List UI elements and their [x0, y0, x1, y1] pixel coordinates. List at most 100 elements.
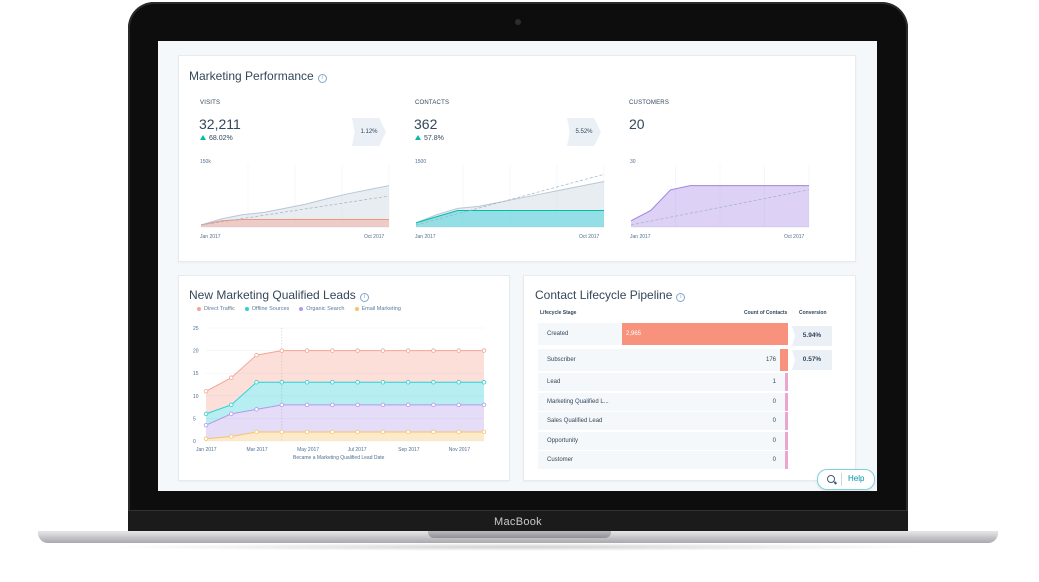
data-point — [380, 402, 386, 408]
x-tick-label: Mar 2017 — [247, 447, 268, 453]
data-point — [431, 429, 436, 435]
data-point — [254, 380, 259, 385]
pipeline-bar — [780, 349, 788, 371]
y-axis-max-label: 1500 — [415, 159, 426, 165]
metric-change-contacts-value: 57.8% — [424, 135, 444, 142]
legend-item-organic-search[interactable]: Organic Search — [299, 306, 345, 312]
pipeline-count: 2,965 — [626, 331, 642, 337]
pipeline-bar — [785, 431, 788, 450]
laptop-brand-label: MacBook — [494, 516, 542, 528]
info-icon[interactable]: i — [317, 74, 327, 83]
trend-line — [415, 173, 605, 226]
data-point — [481, 380, 487, 385]
data-point — [431, 348, 436, 353]
metric-change-visits: 68.02% — [200, 135, 233, 142]
data-point — [279, 348, 285, 353]
pipeline-stage-label: Sales Qualified Lead — [547, 418, 603, 424]
data-point — [330, 380, 335, 385]
pipeline-count: 0 — [772, 418, 776, 424]
data-point — [405, 402, 411, 408]
pipeline-stage-label: Marketing Qualified L... — [547, 398, 609, 405]
data-point — [380, 348, 386, 353]
metric-value-visits: 32,211 — [199, 116, 241, 132]
x-axis-title: Became a Marketing Qualified Lead Date — [293, 455, 385, 461]
pipeline-bar — [785, 451, 788, 469]
legend-dot — [354, 307, 359, 311]
series-area — [206, 431, 484, 441]
y-axis-max-label: 30 — [630, 159, 636, 165]
y-tick-label: 20 — [193, 349, 199, 355]
pipeline-row[interactable]: Opportunity 0 — [538, 430, 788, 450]
series-line — [205, 404, 484, 426]
search-icon — [827, 475, 835, 483]
marketing-performance-title-text: Marketing Performance — [189, 69, 314, 83]
series-line — [205, 431, 484, 440]
metric-label-contacts: CONTACTS — [415, 100, 450, 106]
data-point — [304, 380, 310, 385]
data-point — [229, 402, 234, 408]
pipeline-row[interactable]: Created 2,965 — [538, 322, 788, 345]
trend-line — [200, 195, 390, 226]
pipeline-bar — [785, 373, 788, 391]
legend-item-offline-sources[interactable]: Offline Sources — [244, 306, 289, 312]
help-label: Help — [848, 474, 865, 483]
data-point — [203, 422, 209, 428]
data-point — [304, 429, 310, 435]
pipeline-conversion-subscriber-lead: 0.57% — [792, 350, 832, 370]
camera-icon — [515, 19, 521, 25]
pipeline-stage-label: Lead — [547, 379, 561, 385]
data-point — [304, 348, 310, 353]
help-button[interactable]: Help — [817, 469, 875, 490]
metric-change-contacts: 57.8% — [415, 135, 444, 142]
data-point — [355, 429, 360, 435]
legend-label: Direct Traffic — [204, 306, 235, 312]
series-area — [631, 185, 809, 227]
pipeline-count: 0 — [772, 457, 776, 463]
x-tick-label: Jan 2017 — [196, 447, 217, 453]
data-point — [229, 375, 234, 380]
series-area — [206, 404, 484, 439]
data-point — [456, 348, 461, 353]
data-point — [456, 429, 461, 435]
data-point — [279, 429, 285, 435]
pipeline-row[interactable]: Marketing Qualified L... 0 — [538, 391, 788, 411]
legend-dot — [299, 307, 304, 311]
metric-label-visits: VISITS — [200, 100, 221, 106]
pipeline-title-text: Contact Lifecycle Pipeline — [535, 288, 673, 302]
y-tick-label: 0 — [193, 439, 196, 445]
x-tick-label: Jul 2017 — [348, 447, 367, 453]
pipeline-count: 0 — [772, 398, 776, 405]
series-line — [205, 350, 484, 392]
data-point — [330, 348, 335, 353]
trend-line — [630, 189, 810, 226]
trend-up-icon — [415, 135, 421, 140]
pipeline-row[interactable]: Lead 1 — [538, 372, 788, 391]
pipeline-col-count: Count of Contacts — [744, 310, 788, 316]
pipeline-conversion-created-subscriber: 5.94% — [792, 326, 832, 346]
data-point — [203, 411, 209, 417]
pipeline-col-conversion: Conversion — [799, 310, 827, 316]
x-tick-label: Sep 2017 — [398, 447, 420, 453]
data-point — [405, 429, 411, 435]
data-point — [380, 429, 386, 435]
mql-chart: 0 5 10 15 20 25 Jan 2017 Mar 2017 May 2017 Jul 20… — [193, 326, 487, 461]
info-icon[interactable]: i — [359, 293, 369, 302]
data-point — [330, 402, 335, 408]
customers-chart: 30 Jan 2017 Oct 2017 — [630, 159, 810, 240]
pipeline-bar — [785, 392, 788, 411]
metric-value-contacts: 362 — [414, 116, 438, 132]
pipeline-row[interactable]: Customer 0 — [538, 450, 788, 469]
pipeline-stage-label: Created — [547, 331, 569, 337]
pipeline-row[interactable]: Sales Qualified Lead 0 — [538, 411, 788, 430]
series-line — [415, 181, 605, 224]
pipeline-row[interactable]: Subscriber 176 — [538, 348, 788, 371]
legend-item-email-marketing[interactable]: Email Marketing — [354, 306, 401, 312]
x-axis-end-label: Oct 2017 — [579, 234, 600, 240]
data-point — [203, 389, 209, 394]
info-icon[interactable]: i — [676, 293, 686, 302]
legend-item-direct-traffic[interactable]: Direct Traffic — [197, 306, 235, 312]
data-point — [330, 429, 335, 435]
legend-dot — [197, 307, 201, 311]
legend-dot — [244, 307, 249, 311]
data-point — [481, 429, 487, 435]
